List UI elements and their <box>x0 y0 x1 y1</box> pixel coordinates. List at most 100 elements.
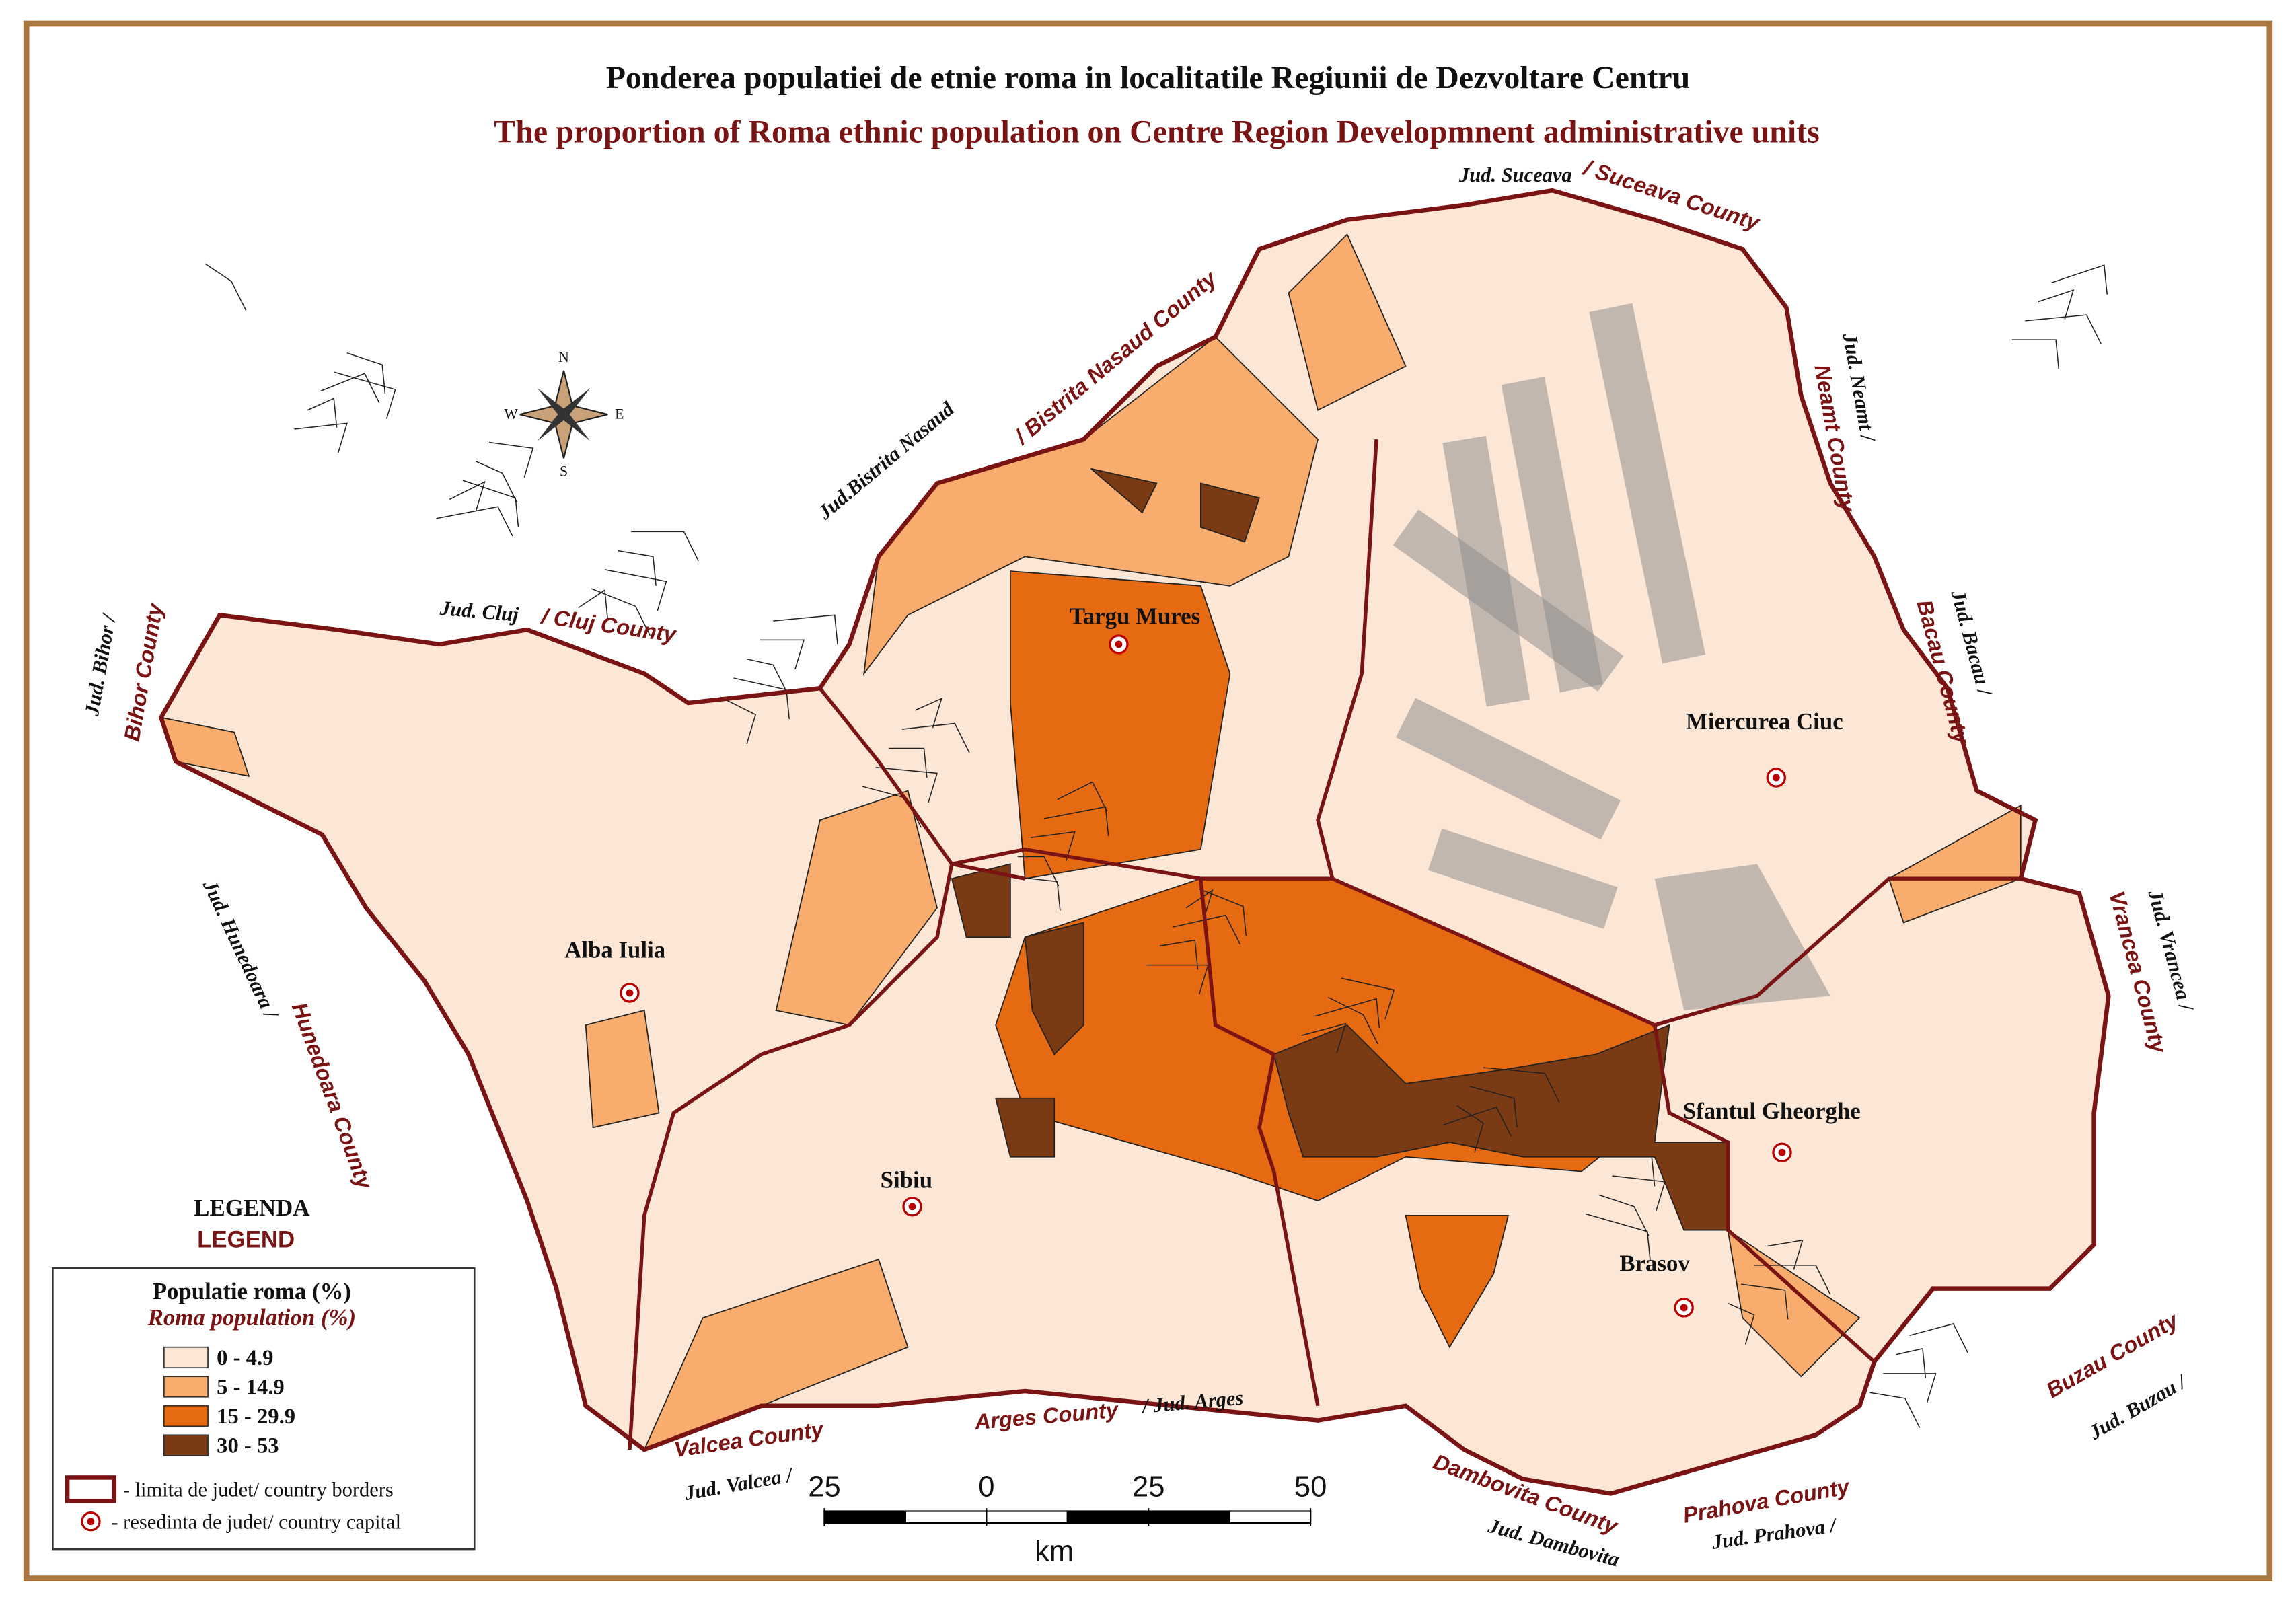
unit-boundary <box>2038 289 2075 320</box>
unit-boundary <box>346 352 386 394</box>
unit-boundary <box>1586 1213 1651 1261</box>
unit-boundary <box>1728 1302 1755 1345</box>
unit-boundary <box>2051 264 2108 295</box>
compass-label: E <box>615 406 624 422</box>
unit-boundary <box>1057 781 1108 812</box>
city-label: Miercurea Ciuc <box>1686 708 1843 735</box>
legend-label: 0 - 4.9 <box>217 1346 273 1370</box>
unit-boundary <box>320 373 380 404</box>
legend-heading: Populatie roma (%) <box>153 1278 351 1304</box>
unit-boundary <box>760 639 805 670</box>
city-label: Brasov <box>1619 1251 1690 1277</box>
unit-area <box>995 1097 1056 1158</box>
unit-boundary <box>1185 889 1214 920</box>
legend-capital-label: - resedinta de judet/ country capital <box>111 1511 401 1534</box>
unit-boundary <box>875 767 938 803</box>
compass-label: W <box>504 406 518 422</box>
unit-boundary <box>1909 1322 1969 1353</box>
scale-segment <box>823 1510 906 1524</box>
unit-boundary <box>1470 1086 1518 1128</box>
capital-marker <box>1680 1304 1688 1312</box>
capital-marker <box>1772 774 1780 782</box>
unit-boundary <box>578 589 609 620</box>
legend-label: 30 - 53 <box>217 1433 279 1458</box>
legend-border-label: - limita de judet/ country borders <box>123 1479 394 1501</box>
scale-segment <box>1066 1510 1150 1524</box>
title: Ponderea populatiei de etnie roma in loc… <box>606 60 1691 96</box>
unit-boundary <box>1043 806 1109 837</box>
unit-boundary <box>449 480 486 512</box>
legend-swatch <box>163 1405 209 1427</box>
legend-label: 15 - 29.9 <box>217 1405 295 1429</box>
unit-area <box>1010 570 1231 880</box>
unit-boundary <box>901 722 970 753</box>
county-border <box>1652 1024 1876 1364</box>
region-border <box>158 188 2111 1496</box>
capital-marker <box>1115 640 1123 648</box>
unit-boundary <box>2025 314 2102 345</box>
unit-boundary <box>720 696 757 745</box>
unit-boundary <box>746 658 788 695</box>
unit-area <box>1024 922 1084 1055</box>
unit-area <box>585 1010 660 1129</box>
scale-segment <box>1148 1510 1230 1524</box>
scale-tick-label: 50 <box>1294 1471 1327 1503</box>
legend-swatch <box>163 1434 209 1456</box>
scale-segment <box>986 1510 1068 1524</box>
hatch <box>1393 509 1624 692</box>
unit-boundary <box>307 398 338 428</box>
hatch <box>1589 303 1706 664</box>
unit-area <box>1199 482 1261 543</box>
county-border <box>951 847 1333 881</box>
legend-heading-en: Roma population (%) <box>147 1304 356 1331</box>
scale-segment <box>904 1510 988 1524</box>
unit-area <box>1288 233 1407 411</box>
legend-swatch <box>163 1376 209 1398</box>
unit-boundary <box>294 422 348 453</box>
scale-tick-label: 25 <box>808 1471 840 1503</box>
unit-boundary <box>1598 1194 1650 1236</box>
county-border <box>1316 439 1378 879</box>
legend-capital-marker <box>87 1518 95 1526</box>
subtitle: The proportion of Roma ethnic population… <box>494 114 1820 149</box>
capital-marker <box>1778 1148 1786 1156</box>
region-map <box>158 188 2111 1496</box>
compass-rose <box>537 388 591 441</box>
unit-boundary <box>1740 1283 1789 1320</box>
legend-title-en: LEGEND <box>197 1227 295 1253</box>
unit-boundary <box>1173 914 1241 945</box>
hatch <box>1395 698 1621 840</box>
city-label: Sibiu <box>881 1166 932 1193</box>
scale-unit: km <box>1035 1536 1074 1568</box>
county-border <box>1199 878 1320 1407</box>
scale-segment <box>1228 1510 1312 1524</box>
unit-boundary <box>1456 1105 1484 1153</box>
unit-area <box>1273 1024 1729 1231</box>
compass-label: N <box>558 349 569 365</box>
unit-boundary <box>631 531 699 562</box>
unit-boundary <box>462 480 519 527</box>
unit-area <box>775 790 938 1026</box>
unit-boundary <box>1341 977 1395 1020</box>
unit-area <box>1405 1214 1510 1349</box>
hatch <box>1654 864 1830 1011</box>
unit-boundary <box>1483 1067 1560 1103</box>
capital-marker <box>626 989 634 997</box>
legend-title: LEGENDA <box>194 1195 309 1221</box>
county-border <box>1331 876 2021 1027</box>
unit-boundary <box>733 677 790 720</box>
unit-boundary <box>1754 1265 1831 1295</box>
city-label: Sfantul Gheorghe <box>1683 1098 1861 1124</box>
unit-boundary <box>618 550 657 586</box>
unit-area <box>643 1259 909 1451</box>
scale-tick-label: 0 <box>978 1471 994 1503</box>
unit-boundary <box>2011 339 2060 369</box>
unit-boundary <box>773 614 838 644</box>
unit-area <box>1090 468 1158 514</box>
unit-boundary <box>436 506 513 537</box>
unit-boundary <box>1612 1175 1666 1211</box>
unit-boundary <box>1767 1239 1804 1270</box>
county-border <box>818 687 1026 881</box>
unit-area <box>951 863 1011 938</box>
